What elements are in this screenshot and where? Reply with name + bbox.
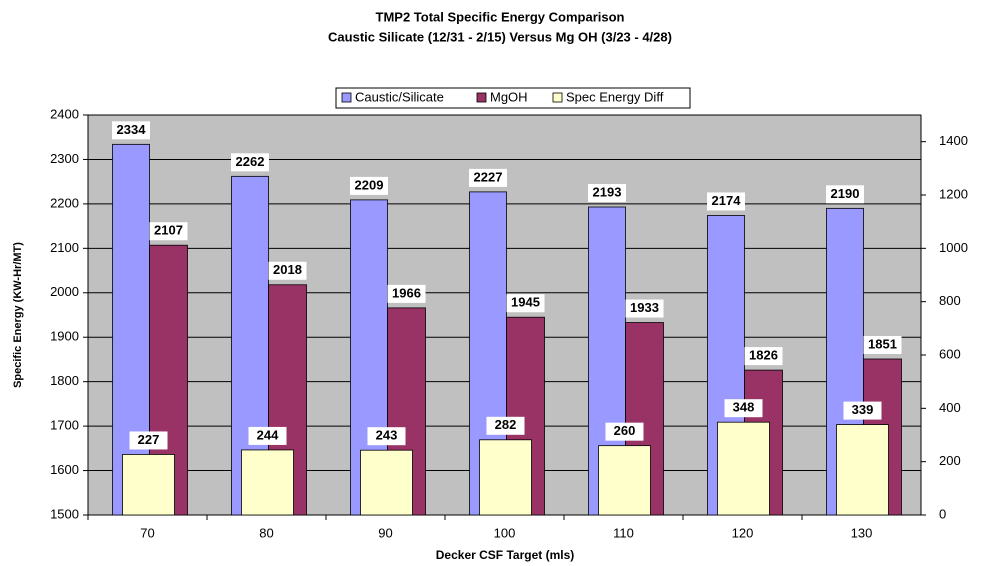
x-tick-label: 70 xyxy=(140,525,154,540)
y2-tick-label: 0 xyxy=(939,506,946,521)
value-label: 2018 xyxy=(273,262,302,277)
value-label-box xyxy=(625,299,664,318)
y-tick-label: 1800 xyxy=(50,373,79,388)
value-label: 2209 xyxy=(355,177,384,192)
value-label-box xyxy=(350,176,388,195)
x-tick-label: 80 xyxy=(259,525,273,540)
value-label-box xyxy=(707,192,745,211)
x-tick-label: 130 xyxy=(851,525,873,540)
x-axis-label: Decker CSF Target (mls) xyxy=(436,548,575,562)
value-label-box xyxy=(231,153,269,172)
y-tick-label: 2400 xyxy=(50,106,79,121)
value-label: 2174 xyxy=(712,193,742,208)
value-label: 339 xyxy=(852,402,874,417)
bar xyxy=(241,449,294,516)
legend-label: Caustic/Silicate xyxy=(355,89,444,104)
value-label: 1966 xyxy=(392,285,421,300)
value-label: 1945 xyxy=(511,295,540,310)
y-tick-label: 2000 xyxy=(50,284,79,299)
value-label: 227 xyxy=(138,432,160,447)
y2-tick-label: 600 xyxy=(939,346,961,361)
bar xyxy=(836,424,889,516)
value-label: 2107 xyxy=(154,223,183,238)
y2-tick-label: 1400 xyxy=(939,133,968,148)
bar xyxy=(360,449,413,516)
x-tick-label: 90 xyxy=(378,525,392,540)
y2-tick-label: 800 xyxy=(939,293,961,308)
value-label-box xyxy=(129,431,168,450)
bar xyxy=(598,445,651,516)
y-tick-label: 1500 xyxy=(50,506,79,521)
y-tick-label: 1700 xyxy=(50,418,79,433)
y2-tick-label: 200 xyxy=(939,453,961,468)
y-axis-label: Specific Energy (KW-Hr/MT) xyxy=(12,242,24,388)
value-label: 1826 xyxy=(749,348,778,363)
y2-tick-label: 1000 xyxy=(939,240,968,255)
value-label-box xyxy=(863,336,902,354)
value-label: 2190 xyxy=(831,186,860,201)
value-label: 1933 xyxy=(630,300,659,315)
chart-subtitle: Caustic Silicate (12/31 - 2/15) Versus M… xyxy=(328,29,672,44)
value-label-box xyxy=(826,185,864,204)
value-label-box xyxy=(605,422,644,441)
y-tick-label: 2200 xyxy=(50,195,79,210)
legend-label: MgOH xyxy=(490,89,528,104)
value-label-box xyxy=(744,347,783,366)
chart-title: TMP2 Total Specific Energy Comparison xyxy=(376,9,625,24)
value-label-box xyxy=(112,121,150,140)
y-tick-label: 2300 xyxy=(50,151,79,166)
legend-swatch xyxy=(476,92,487,103)
value-label: 348 xyxy=(733,400,755,415)
legend xyxy=(335,87,691,109)
x-tick-label: 120 xyxy=(732,525,754,540)
y-tick-label: 1600 xyxy=(50,462,79,477)
value-label-box xyxy=(843,401,882,420)
value-label-box xyxy=(149,222,188,241)
value-label-box xyxy=(268,261,307,280)
bar xyxy=(479,439,532,516)
legend-label: Spec Energy Diff xyxy=(566,89,664,104)
value-label-box xyxy=(387,284,426,303)
bar xyxy=(717,421,770,516)
bar xyxy=(122,454,175,516)
value-label: 2334 xyxy=(117,122,147,137)
value-label: 282 xyxy=(495,417,517,432)
y-tick-label: 2100 xyxy=(50,240,79,255)
y2-tick-label: 400 xyxy=(939,400,961,415)
value-label-box xyxy=(486,416,525,435)
value-label-box xyxy=(724,399,763,418)
y2-tick-label: 1200 xyxy=(939,186,968,201)
value-label: 1851 xyxy=(868,336,897,351)
value-label: 2227 xyxy=(474,169,503,184)
value-label: 2193 xyxy=(593,184,622,199)
value-label: 260 xyxy=(614,423,636,438)
legend-swatch xyxy=(341,92,352,103)
x-tick-label: 110 xyxy=(613,525,634,540)
value-label-box xyxy=(469,168,507,187)
value-label: 243 xyxy=(376,428,398,443)
legend-swatch xyxy=(552,92,563,103)
value-label-box xyxy=(588,184,626,202)
x-tick-label: 100 xyxy=(494,525,516,540)
value-label-box xyxy=(248,426,287,445)
value-label-box xyxy=(506,294,545,313)
value-label: 2262 xyxy=(236,154,265,169)
value-label: 244 xyxy=(257,427,279,442)
y-tick-label: 1900 xyxy=(50,329,79,344)
value-label-box xyxy=(367,427,406,446)
